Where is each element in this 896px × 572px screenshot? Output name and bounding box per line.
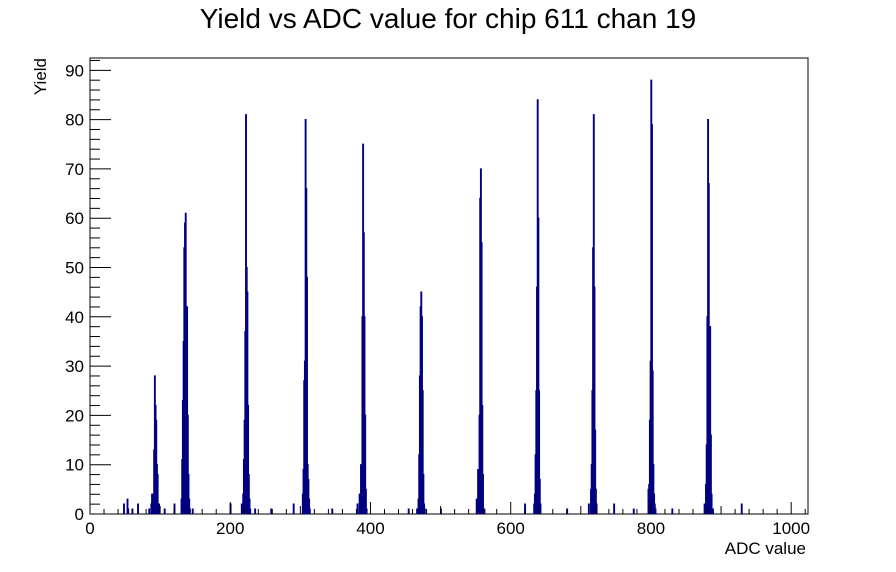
histogram-bin [270,508,273,514]
y-tick-label: 20 [65,406,84,425]
histogram-bin [186,414,189,514]
y-tick-label: 10 [65,456,84,475]
histogram-bin [123,503,125,514]
histogram-bin [632,508,635,514]
y-tick-label: 30 [65,357,84,376]
histogram-bin [651,123,653,514]
histogram-bin [156,473,159,514]
histogram-bin [593,286,596,514]
x-axis-label: ADC value [725,539,806,558]
histogram-bin [423,508,426,514]
histogram-bin [364,414,367,514]
histogram-bin [249,508,252,514]
histogram-bin [248,498,251,514]
histogram-bin [356,503,359,514]
histogram-bin [594,429,597,514]
y-tick-label: 80 [65,111,84,130]
histogram-bin [306,276,308,514]
histogram-bin [148,508,151,514]
histogram-bin [191,508,194,514]
histogram-bin [710,493,713,514]
y-tick-label: 50 [65,259,84,278]
histogram-bin [481,404,484,514]
y-axis: 0 10 20 30 40 50 60 70 80 90 [65,59,111,524]
histogram-bin [422,473,425,514]
x-tick-label: 400 [356,519,384,538]
histogram-bin [538,390,541,514]
histogram-bin [240,503,243,514]
histogram-bin [712,508,714,514]
histogram-bin [421,390,424,514]
histogram-bin [188,498,191,514]
histogram-bin [740,503,743,514]
histogram-bin [188,508,191,514]
histogram-bin [407,508,410,514]
histogram-bin [539,503,542,514]
x-tick-label: 800 [637,519,665,538]
y-tick-label: 70 [65,160,84,179]
histogram-bin [707,183,710,514]
chart-title: Yield vs ADC value for chip 611 chan 19 [200,3,697,34]
x-tick-label: 1000 [772,519,810,538]
histogram-bin [186,306,189,514]
histogram-bin [364,488,367,514]
histogram-bin [137,503,139,514]
histogram-bin [163,508,166,514]
histogram-bin [587,503,590,514]
histogram-bin [654,508,657,514]
histogram-bin [652,464,655,514]
histogram-bars [123,79,743,514]
histogram-bin [187,473,190,514]
histogram-bin [538,478,541,514]
histogram-bin [709,326,712,514]
plot-frame [89,57,809,515]
histogram-bin [595,503,598,514]
y-tick-label: 0 [75,505,84,524]
x-tick-label: 600 [497,519,525,538]
histogram-bin [709,434,712,514]
x-axis: 0 200 400 600 800 1000 [85,502,810,538]
histogram-bin [480,242,483,514]
y-tick-label: 90 [65,61,84,80]
histogram-bin [158,503,161,514]
histogram-bin [247,473,250,514]
histogram-bin [308,498,311,514]
histogram-bin [292,503,295,514]
histogram-bin [331,508,334,514]
histogram-bin [594,488,597,514]
histogram-bin [671,508,674,514]
histogram-bin [482,473,484,514]
histogram-bin [651,370,654,514]
histogram-bin [483,508,486,514]
histogram-bin [365,508,368,514]
histogram-bin [358,493,361,514]
histogram-bin [246,291,249,514]
histogram-bin [537,217,540,514]
x-tick-label: 200 [216,519,244,538]
histogram-bin [703,503,706,514]
histogram-bin [613,503,616,514]
y-tick-label: 60 [65,209,84,228]
y-axis-label: Yield [31,58,50,95]
histogram-bin [127,508,130,514]
histogram-bin [307,478,310,514]
histogram-bin [126,498,129,514]
y-tick-label: 40 [65,308,84,327]
histogram-bin [475,498,478,514]
histogram-bin [254,508,257,514]
histogram-bin [416,508,419,514]
x-tick-label: 0 [85,519,94,538]
histogram-bin [308,508,311,514]
histogram-bin [247,404,250,514]
